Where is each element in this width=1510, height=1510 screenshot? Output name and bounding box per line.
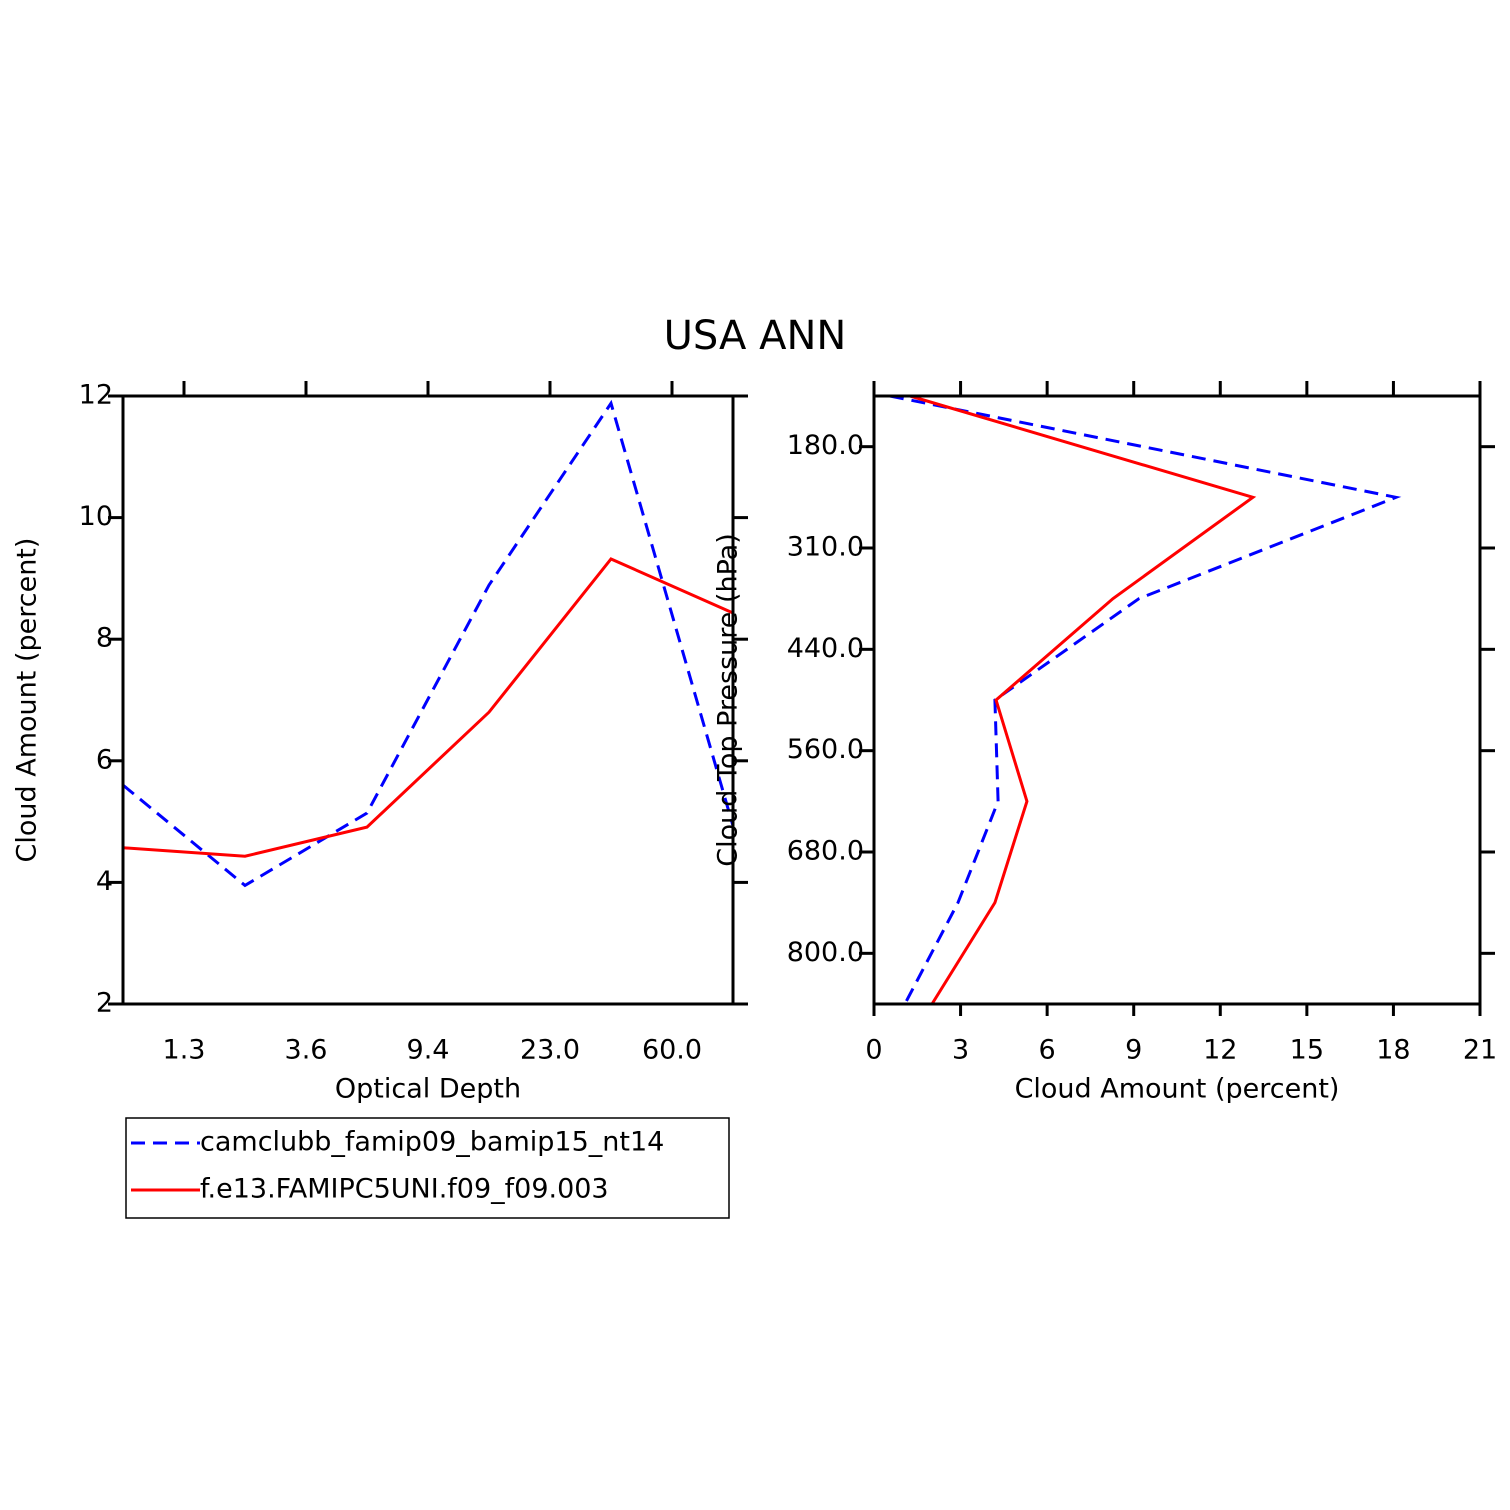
x-tick-label: 15 xyxy=(1290,1035,1324,1066)
x-tick-label: 0 xyxy=(865,1035,882,1066)
y-tick-label: 800.0 xyxy=(787,937,864,968)
y-tick-label: 4 xyxy=(96,866,113,897)
series-line xyxy=(889,394,1402,1005)
x-tick-label: 1.3 xyxy=(163,1035,206,1066)
y-tick-label: 12 xyxy=(79,380,113,411)
legend-label: camclubb_famip09_bamip15_nt14 xyxy=(200,1127,664,1158)
y-tick-label: 560.0 xyxy=(787,734,864,765)
plot-frame xyxy=(872,394,1482,1006)
y-axis-label: Cloud Top Pressure (hPa) xyxy=(713,533,744,867)
legend-label: f.e13.FAMIPC5UNI.f09_f09.003 xyxy=(200,1174,609,1205)
y-tick-label: 6 xyxy=(96,744,113,775)
y-tick-label: 8 xyxy=(96,623,113,654)
x-tick-label: 9 xyxy=(1125,1035,1142,1066)
x-tick-label: 12 xyxy=(1203,1035,1237,1066)
legend-box xyxy=(125,1117,730,1219)
x-tick-label: 3.6 xyxy=(285,1035,328,1066)
series-line xyxy=(909,394,1257,1005)
x-tick-label: 9.4 xyxy=(407,1035,450,1066)
y-tick-label: 440.0 xyxy=(787,633,864,664)
x-tick-label: 21 xyxy=(1463,1035,1497,1066)
x-tick-label: 6 xyxy=(1039,1035,1056,1066)
y-tick-label: 310.0 xyxy=(787,532,864,563)
x-tick-label: 18 xyxy=(1376,1035,1410,1066)
y-tick-label: 10 xyxy=(79,501,113,532)
x-tick-label: 60.0 xyxy=(642,1035,702,1066)
y-axis-label: Cloud Amount (percent) xyxy=(12,538,43,863)
x-axis-label: Optical Depth xyxy=(335,1074,521,1105)
y-tick-label: 2 xyxy=(96,988,113,1019)
chart-title: USA ANN xyxy=(664,313,847,359)
y-tick-label: 680.0 xyxy=(787,836,864,867)
plot-frame xyxy=(121,394,735,1006)
series-line xyxy=(122,557,734,858)
y-tick-label: 180.0 xyxy=(787,430,864,461)
x-axis-label: Cloud Amount (percent) xyxy=(1015,1074,1340,1105)
x-tick-label: 23.0 xyxy=(520,1035,580,1066)
series-line xyxy=(122,399,735,888)
x-tick-label: 3 xyxy=(952,1035,969,1066)
